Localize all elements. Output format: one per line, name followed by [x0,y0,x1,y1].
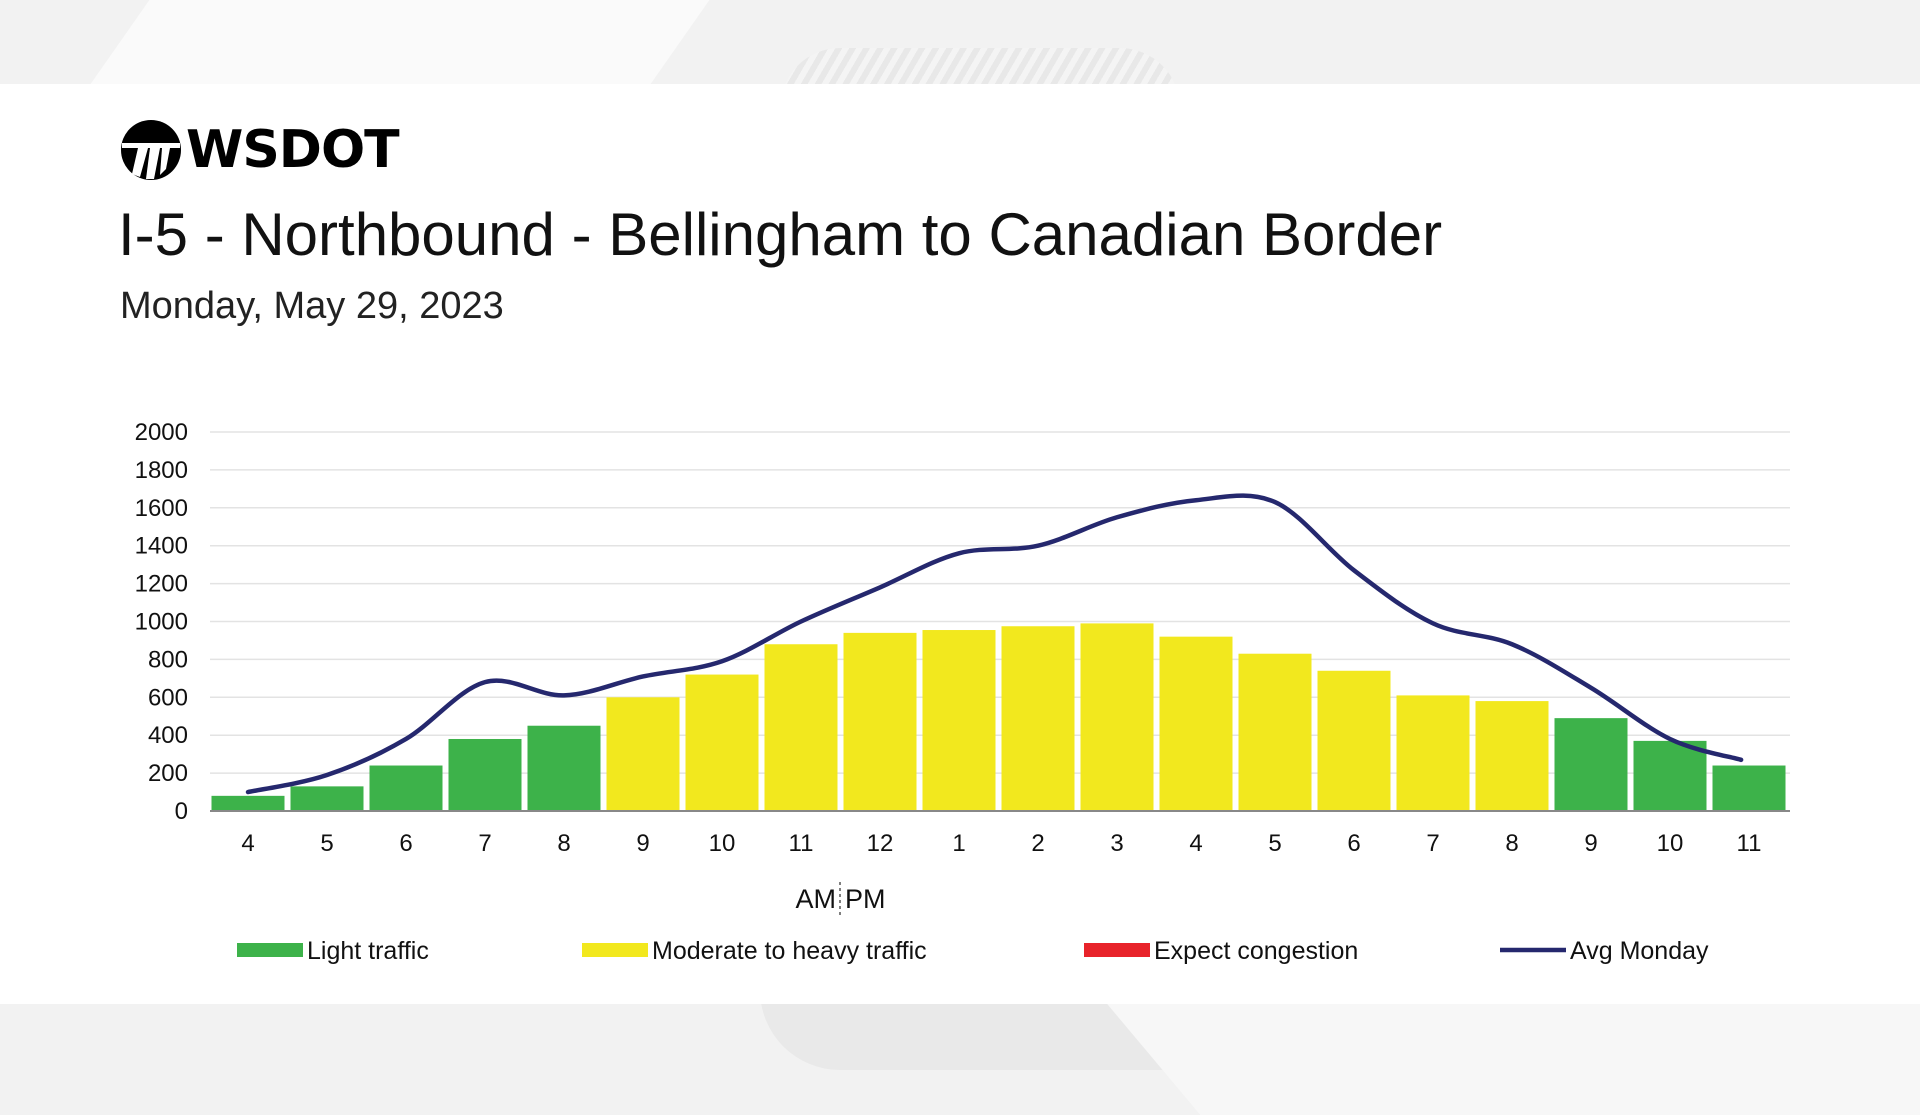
x-tick-label: 10 [709,830,736,857]
avg-monday-line [245,493,1744,795]
x-tick-label: 7 [1426,830,1439,857]
traffic-bar [843,632,917,811]
x-tick-label: 9 [636,830,649,857]
traffic-bar [1317,670,1391,811]
y-tick-label: 200 [148,760,188,787]
x-tick-label: 5 [1268,830,1281,857]
x-tick-label: 6 [399,830,412,857]
y-tick-label: 800 [148,646,188,673]
traffic-bar [1396,695,1470,811]
x-tick-label: 2 [1031,830,1044,857]
y-tick-label: 600 [148,684,188,711]
y-tick-label: 0 [175,798,188,825]
wsdot-logo-text: WSDOT [186,120,400,180]
chart-card [0,84,1920,1004]
wsdot-logo-icon [121,120,181,180]
traffic-bar [1554,718,1628,811]
pm-label: PM [845,884,886,914]
traffic-bar [448,738,522,811]
x-tick-label: 5 [320,830,333,857]
x-tick-label: 3 [1110,830,1123,857]
traffic-bar [1633,740,1707,811]
x-tick-label: 7 [478,830,491,857]
x-tick-label: 10 [1657,830,1684,857]
traffic-bar [527,725,601,811]
legend-swatch-moderate [582,943,648,957]
traffic-bar [1159,636,1233,811]
x-tick-label: 4 [241,830,254,857]
x-tick-label: 6 [1347,830,1360,857]
x-tick-label: 11 [1737,830,1762,857]
am-label: AM [796,884,837,914]
legend-label: Moderate to heavy traffic [652,937,927,965]
chart-date: Monday, May 29, 2023 [120,285,504,327]
traffic-bar [764,644,838,811]
y-tick-label: 1200 [135,571,188,598]
y-tick-label: 1000 [135,609,188,636]
traffic-bar [1001,626,1075,811]
traffic-bar [922,630,996,811]
traffic-bar [290,786,364,811]
y-tick-label: 1400 [135,533,188,560]
traffic-bar [369,765,443,811]
traffic-bar [211,795,285,811]
y-tick-label: 1600 [135,495,188,522]
x-tick-label: 11 [789,830,814,857]
y-tick-label: 1800 [135,457,188,484]
wsdot-logo: WSDOT [120,117,400,183]
x-tick-label: 8 [1505,830,1518,857]
legend-swatch-light [237,943,303,957]
legend-swatch-congestion [1084,943,1150,957]
x-tick-label: 8 [557,830,570,857]
legend-label: Light traffic [307,937,429,965]
legend-label: Expect congestion [1154,937,1358,965]
x-tick-label: 12 [867,830,894,857]
y-tick-label: 400 [148,722,188,749]
page-title: I-5 - Northbound - Bellingham to Canadia… [118,201,1443,268]
traffic-bar [685,674,759,811]
x-tick-label: 9 [1584,830,1597,857]
legend-label: Avg Monday [1570,937,1709,965]
x-tick-label: 1 [952,830,965,857]
traffic-bar [1475,701,1549,811]
x-tick-label: 4 [1189,830,1202,857]
traffic-bar [606,697,680,811]
traffic-bar [1080,623,1154,811]
y-tick-label: 2000 [135,419,188,446]
traffic-chart: 0 200 400 600 800 1000 1200 1400 1600 1800 2000 4 5 6… [135,419,1790,965]
traffic-bar [1238,653,1312,811]
traffic-bar [1712,765,1786,811]
